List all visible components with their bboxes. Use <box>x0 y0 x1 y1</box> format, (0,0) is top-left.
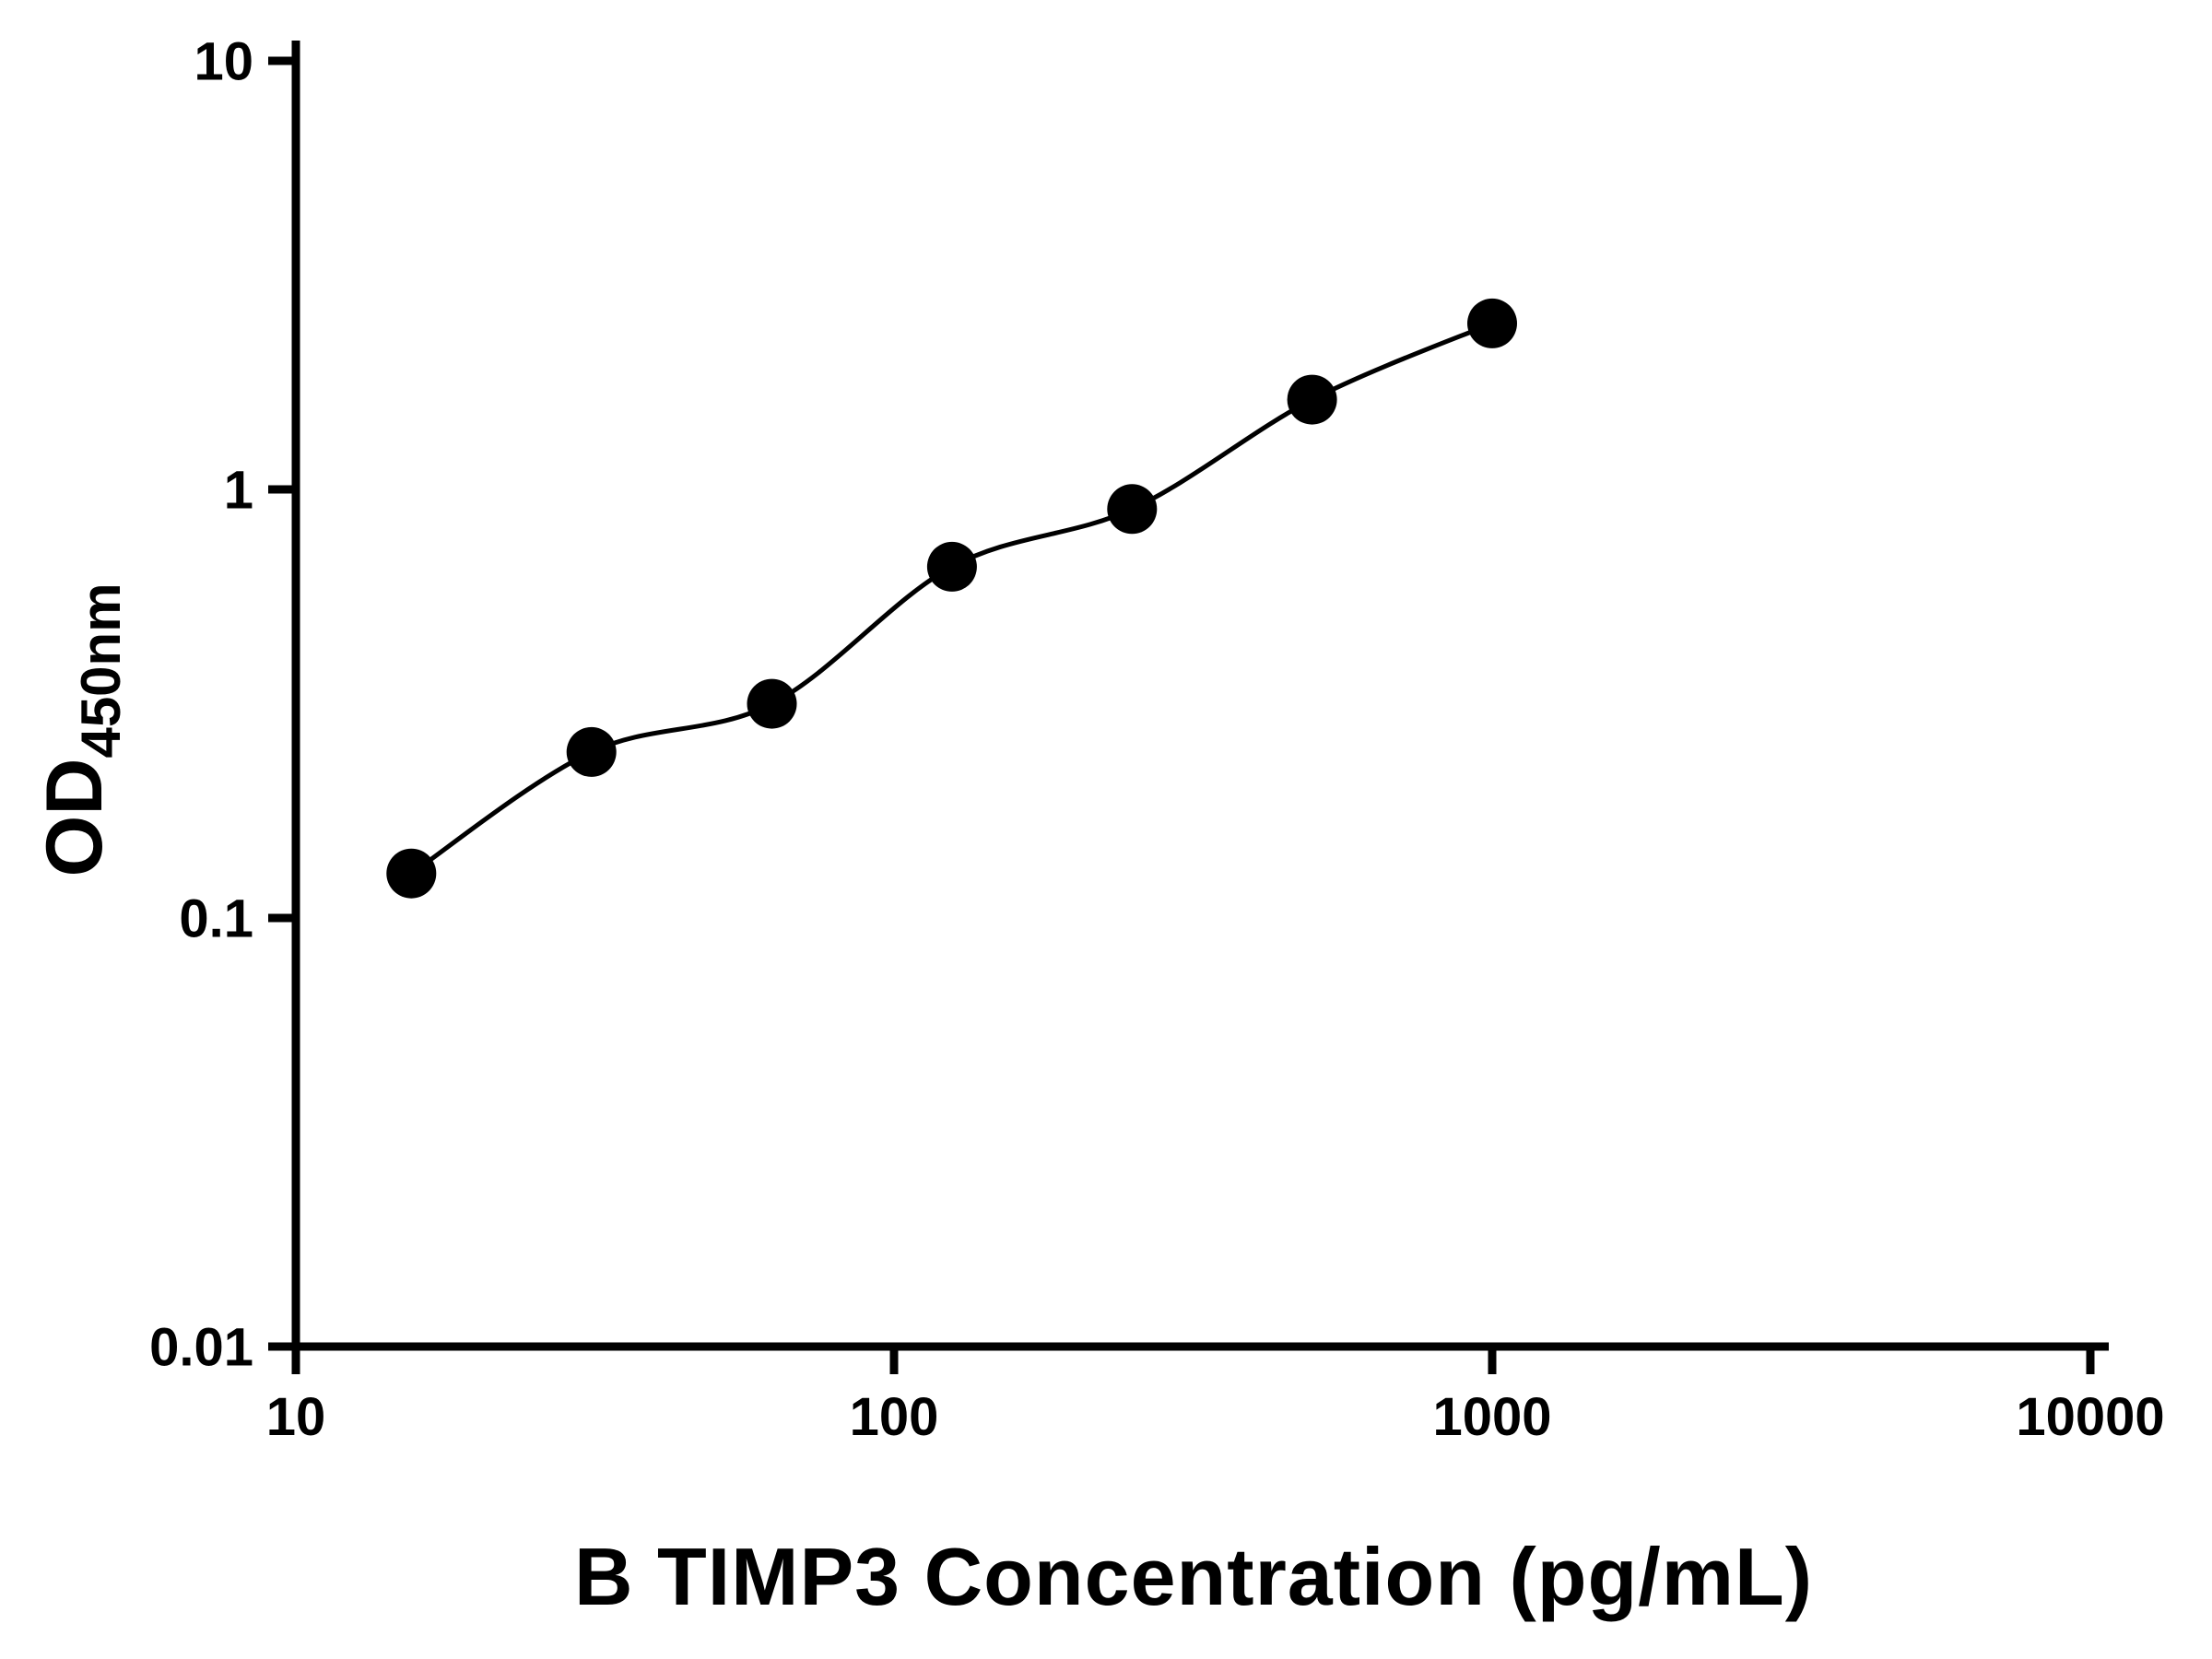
data-point <box>926 541 977 592</box>
x-tick-label: 10000 <box>2016 1387 2164 1447</box>
y-tick-label: 10 <box>194 31 253 91</box>
y-axis-title-subscript: 450nm <box>70 582 132 759</box>
x-tick-label: 1000 <box>1432 1387 1551 1447</box>
data-point <box>566 726 617 777</box>
data-point <box>1287 374 1337 425</box>
x-tick-label: 10 <box>266 1387 326 1447</box>
y-tick-label: 0.01 <box>149 1317 253 1377</box>
y-axis-title: OD450nm <box>29 582 133 877</box>
data-point <box>386 848 437 899</box>
data-point <box>1107 484 1158 535</box>
y-tick-label: 1 <box>224 460 253 520</box>
x-axis-title: B TIMP3 Concentration (pg/mL) <box>573 1531 1814 1622</box>
data-point <box>1467 298 1517 348</box>
x-tick-label: 100 <box>850 1387 939 1447</box>
data-point <box>747 678 797 729</box>
y-axis-title-main: OD <box>30 758 119 877</box>
y-tick-label: 0.1 <box>179 888 253 948</box>
